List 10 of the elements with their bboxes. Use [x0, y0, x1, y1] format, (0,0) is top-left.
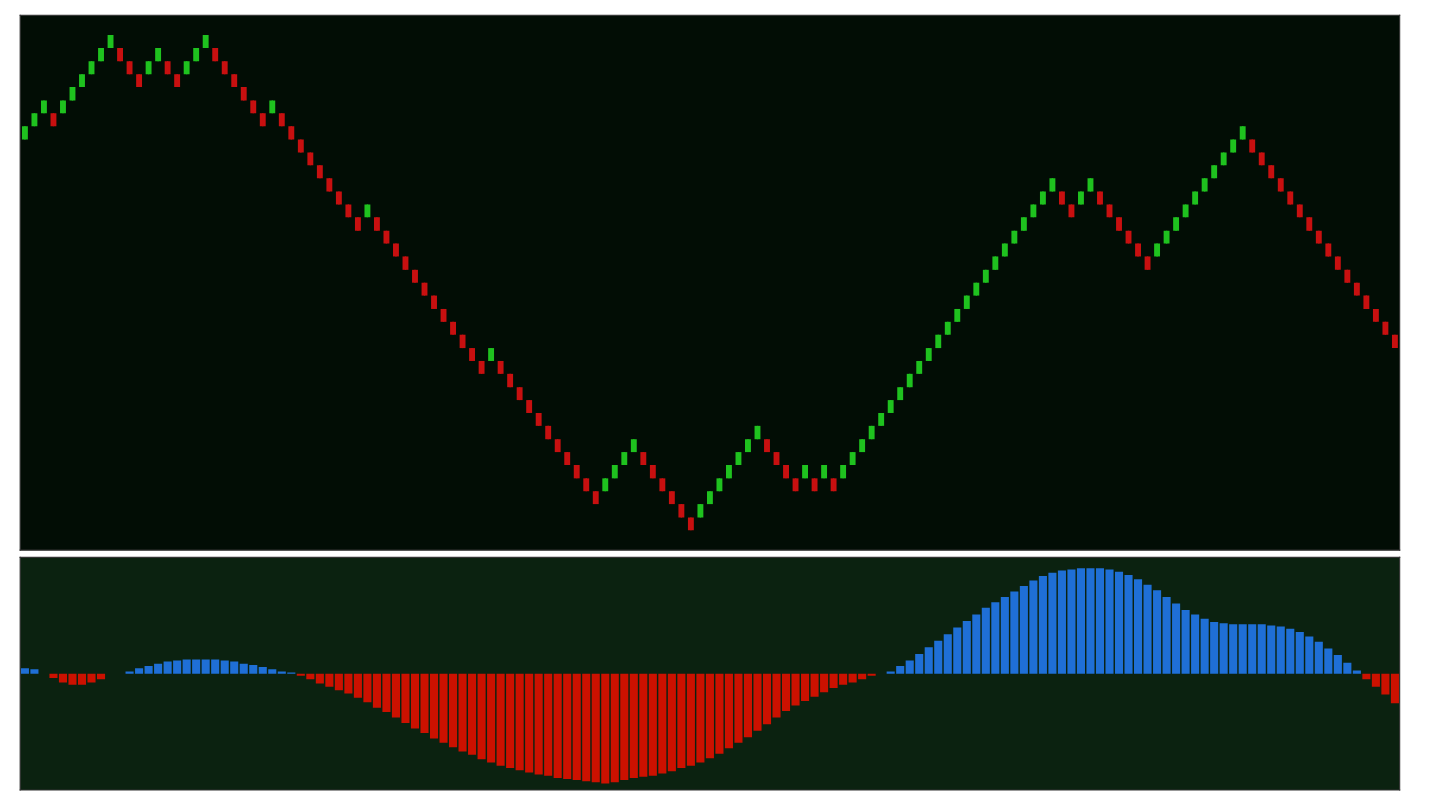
bar — [1362, 673, 1371, 680]
candlestick — [117, 47, 124, 62]
candlestick — [98, 47, 104, 62]
bar — [1352, 670, 1361, 674]
bar — [1390, 673, 1399, 704]
candlestick — [155, 47, 162, 62]
candlestick — [193, 47, 200, 62]
candlestick — [545, 425, 552, 440]
candlestick — [507, 373, 514, 388]
candlestick — [1391, 334, 1398, 349]
